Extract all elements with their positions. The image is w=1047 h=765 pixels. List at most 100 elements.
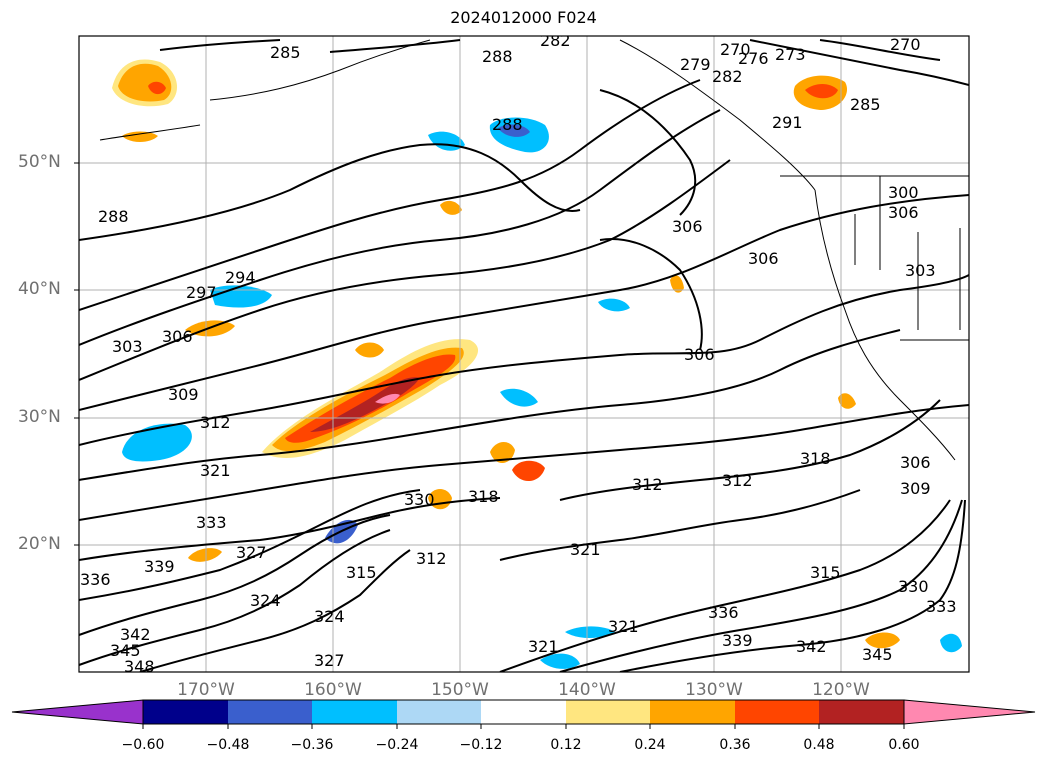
map-frame bbox=[78, 35, 970, 673]
lon-label-120w: 120°W bbox=[812, 680, 870, 700]
contour-label: 303 bbox=[905, 261, 936, 280]
contour-label: 312 bbox=[416, 549, 447, 568]
contour-label: 321 bbox=[528, 637, 559, 656]
contour-label: 306 bbox=[748, 249, 779, 268]
contour-label: 321 bbox=[608, 617, 639, 636]
colorbar bbox=[11, 699, 1036, 729]
contour-label: 288 bbox=[482, 47, 513, 66]
contour-label: 330 bbox=[404, 490, 435, 509]
negative-anomaly-patch bbox=[940, 633, 962, 653]
contour-label: 300 bbox=[888, 183, 919, 202]
lat-label-40n: 40°N bbox=[18, 279, 61, 299]
colorbar-swatch bbox=[143, 700, 228, 724]
contour-label: 339 bbox=[722, 631, 753, 650]
contour-label: 306 bbox=[162, 327, 193, 346]
positive-anomaly-patch bbox=[148, 81, 166, 95]
positive-anomaly-patch bbox=[122, 131, 158, 142]
contour-label: 294 bbox=[225, 268, 256, 287]
positive-anomaly-patch bbox=[355, 342, 384, 358]
contour-label: 291 bbox=[772, 113, 803, 132]
contour-label: 282 bbox=[712, 67, 743, 86]
colorbar-swatch bbox=[481, 700, 566, 724]
colorbar-tick-label: 0.60 bbox=[888, 737, 920, 753]
lon-label-170w: 170°W bbox=[177, 680, 235, 700]
colorbar-tick-label: −0.24 bbox=[375, 737, 419, 753]
negative-anomaly-patch bbox=[500, 388, 538, 407]
contour-label: 345 bbox=[862, 645, 893, 664]
contour-label: 306 bbox=[672, 217, 703, 236]
colorbar-tick-label: −0.48 bbox=[206, 737, 250, 753]
contour-label: 285 bbox=[850, 95, 881, 114]
contour-label: 306 bbox=[684, 345, 715, 364]
contour-label: 318 bbox=[468, 487, 499, 506]
contour-label: 270 bbox=[720, 40, 751, 59]
negative-anomaly-patch bbox=[540, 653, 580, 669]
height-contours bbox=[79, 39, 969, 672]
contour-label: 312 bbox=[200, 413, 231, 432]
colorbar-tick-label: −0.60 bbox=[121, 737, 165, 753]
contour-label: 339 bbox=[144, 557, 175, 576]
contour-label: 288 bbox=[492, 115, 523, 134]
negative-anomaly-patch bbox=[565, 626, 615, 638]
contour-label: 297 bbox=[186, 283, 217, 302]
contour-label: 324 bbox=[250, 591, 281, 610]
contour-label: 333 bbox=[926, 597, 957, 616]
colorbar-frame bbox=[142, 699, 905, 725]
negative-anomaly-patch bbox=[210, 285, 272, 308]
colorbar-tick-label: 0.48 bbox=[803, 737, 835, 753]
colorbar-swatch bbox=[819, 700, 904, 724]
colorbar-tick-label: −0.36 bbox=[290, 737, 334, 753]
contour-label: 306 bbox=[888, 203, 919, 222]
contour-label: 327 bbox=[314, 651, 345, 670]
coastlines bbox=[99, 39, 969, 461]
contour-label: 306 bbox=[900, 453, 931, 472]
contour-label: 327 bbox=[236, 543, 267, 562]
contour-label: 270 bbox=[890, 35, 921, 54]
contour-label: 315 bbox=[346, 563, 377, 582]
contour-label: 336 bbox=[80, 570, 111, 589]
negative-anomaly-patch bbox=[498, 124, 530, 137]
contour-label: 315 bbox=[810, 563, 841, 582]
lon-label-160w: 160°W bbox=[304, 680, 362, 700]
contour-label-layer: 285 288 282 270 273 279 282 276 270 288 … bbox=[80, 31, 957, 676]
contour-label: 333 bbox=[196, 513, 227, 532]
contour-label: 345 bbox=[110, 641, 141, 660]
contour-label: 276 bbox=[738, 49, 769, 68]
contour-label: 342 bbox=[120, 625, 151, 644]
contour-label: 273 bbox=[775, 45, 806, 64]
contour-label: 303 bbox=[112, 337, 143, 356]
negative-anomaly-patch bbox=[598, 298, 630, 312]
positive-anomaly-patch bbox=[512, 460, 545, 482]
contour-label: 324 bbox=[314, 607, 345, 626]
lat-label-30n: 30°N bbox=[18, 407, 61, 427]
contour-label: 282 bbox=[540, 31, 571, 50]
colorbar-under-arrow bbox=[11, 699, 144, 725]
colorbar-swatch bbox=[650, 700, 735, 724]
colorbar-tick-label: −0.12 bbox=[459, 737, 503, 753]
contour-label: 285 bbox=[270, 43, 301, 62]
colorbar-swatch bbox=[566, 700, 650, 724]
lon-label-150w: 150°W bbox=[431, 680, 489, 700]
contour-label: 309 bbox=[168, 385, 199, 404]
positive-anomaly-patch bbox=[440, 200, 462, 215]
contour-label: 342 bbox=[796, 637, 827, 656]
contour-label: 321 bbox=[200, 461, 231, 480]
positive-anomaly-patch bbox=[188, 548, 222, 562]
positive-anomaly-patch bbox=[805, 84, 838, 99]
map-title: 2024012000 F024 bbox=[450, 8, 597, 27]
negative-anomaly-patch bbox=[428, 131, 465, 151]
lat-label-20n: 20°N bbox=[18, 534, 61, 554]
colorbar-swatch bbox=[312, 700, 397, 724]
positive-anomaly-patch bbox=[865, 632, 900, 649]
contour-label: 348 bbox=[124, 657, 155, 676]
positive-anomaly-patch bbox=[838, 393, 856, 409]
contour-label: 312 bbox=[722, 471, 753, 490]
negative-anomaly-patch bbox=[122, 423, 192, 462]
contour-label: 336 bbox=[708, 603, 739, 622]
colorbar-tick-label: 0.12 bbox=[550, 737, 582, 753]
positive-anomaly-patch bbox=[670, 275, 684, 293]
contour-label: 309 bbox=[900, 479, 931, 498]
lon-label-140w: 140°W bbox=[558, 680, 616, 700]
colorbar-swatch bbox=[735, 700, 819, 724]
